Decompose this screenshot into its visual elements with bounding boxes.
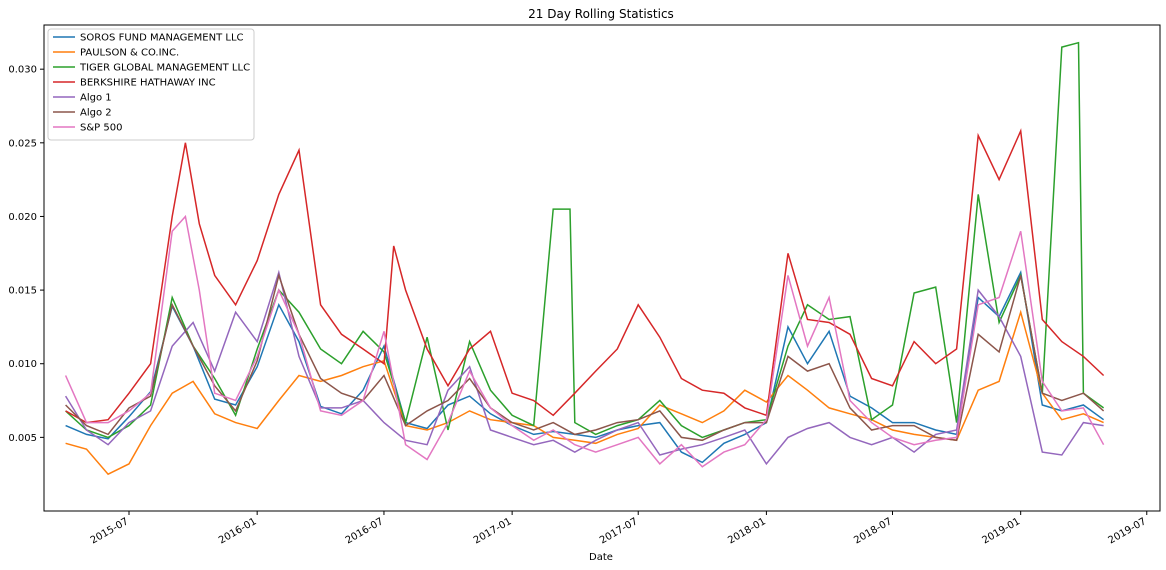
x-axis: 2015-07 2016-01 2016-07 2017-01 2017-07 2018-…	[89, 511, 1148, 546]
chart-title: 21 Day Rolling Statistics	[528, 7, 674, 21]
x-tick-label: 2018-07	[852, 516, 894, 546]
series-line-6	[64, 214, 1105, 468]
legend-label: PAULSON & CO.INC.	[80, 48, 179, 59]
x-tick-label: 2019-07	[1107, 516, 1149, 546]
legend-label: SOROS FUND MANAGEMENT LLC	[80, 33, 244, 44]
series-line-5	[65, 272, 1105, 442]
x-tick-label: 2017-07	[598, 516, 640, 546]
x-tick-label: 2016-07	[344, 516, 386, 546]
y-tick-label: 0.015	[8, 286, 37, 297]
y-axis: 0.005 0.010 0.015 0.020 0.025 0.030	[8, 65, 44, 444]
legend-label: S&P 500	[80, 123, 122, 134]
legend-box	[47, 28, 255, 141]
legend: SOROS FUND MANAGEMENT LLC PAULSON & CO.IN…	[47, 28, 255, 141]
legend-label: TIGER GLOBAL MANAGEMENT LLC	[79, 63, 250, 74]
series-line-2	[65, 41, 1105, 439]
legend-label: Algo 2	[80, 108, 112, 119]
x-tick-label: 2016-01	[217, 516, 259, 546]
x-tick-label: 2015-07	[89, 516, 131, 546]
y-tick-label: 0.030	[8, 65, 37, 76]
series-lines	[64, 41, 1105, 476]
x-tick-label: 2019-01	[980, 516, 1022, 546]
x-tick-label: 2017-01	[472, 516, 514, 546]
legend-label: Algo 1	[80, 93, 112, 104]
legend-label: BERKSHIRE HATHAWAY INC	[80, 78, 216, 89]
x-axis-label: Date	[589, 552, 613, 563]
y-tick-label: 0.005	[8, 433, 37, 444]
series-line-0	[65, 269, 1105, 464]
y-tick-label: 0.010	[8, 359, 37, 370]
y-tick-label: 0.020	[8, 212, 37, 223]
series-line-4	[64, 269, 1104, 466]
series-line-3	[65, 128, 1105, 424]
plot-area-frame	[43, 24, 1161, 512]
x-tick-label: 2018-01	[726, 516, 768, 546]
y-tick-label: 0.025	[8, 138, 37, 149]
